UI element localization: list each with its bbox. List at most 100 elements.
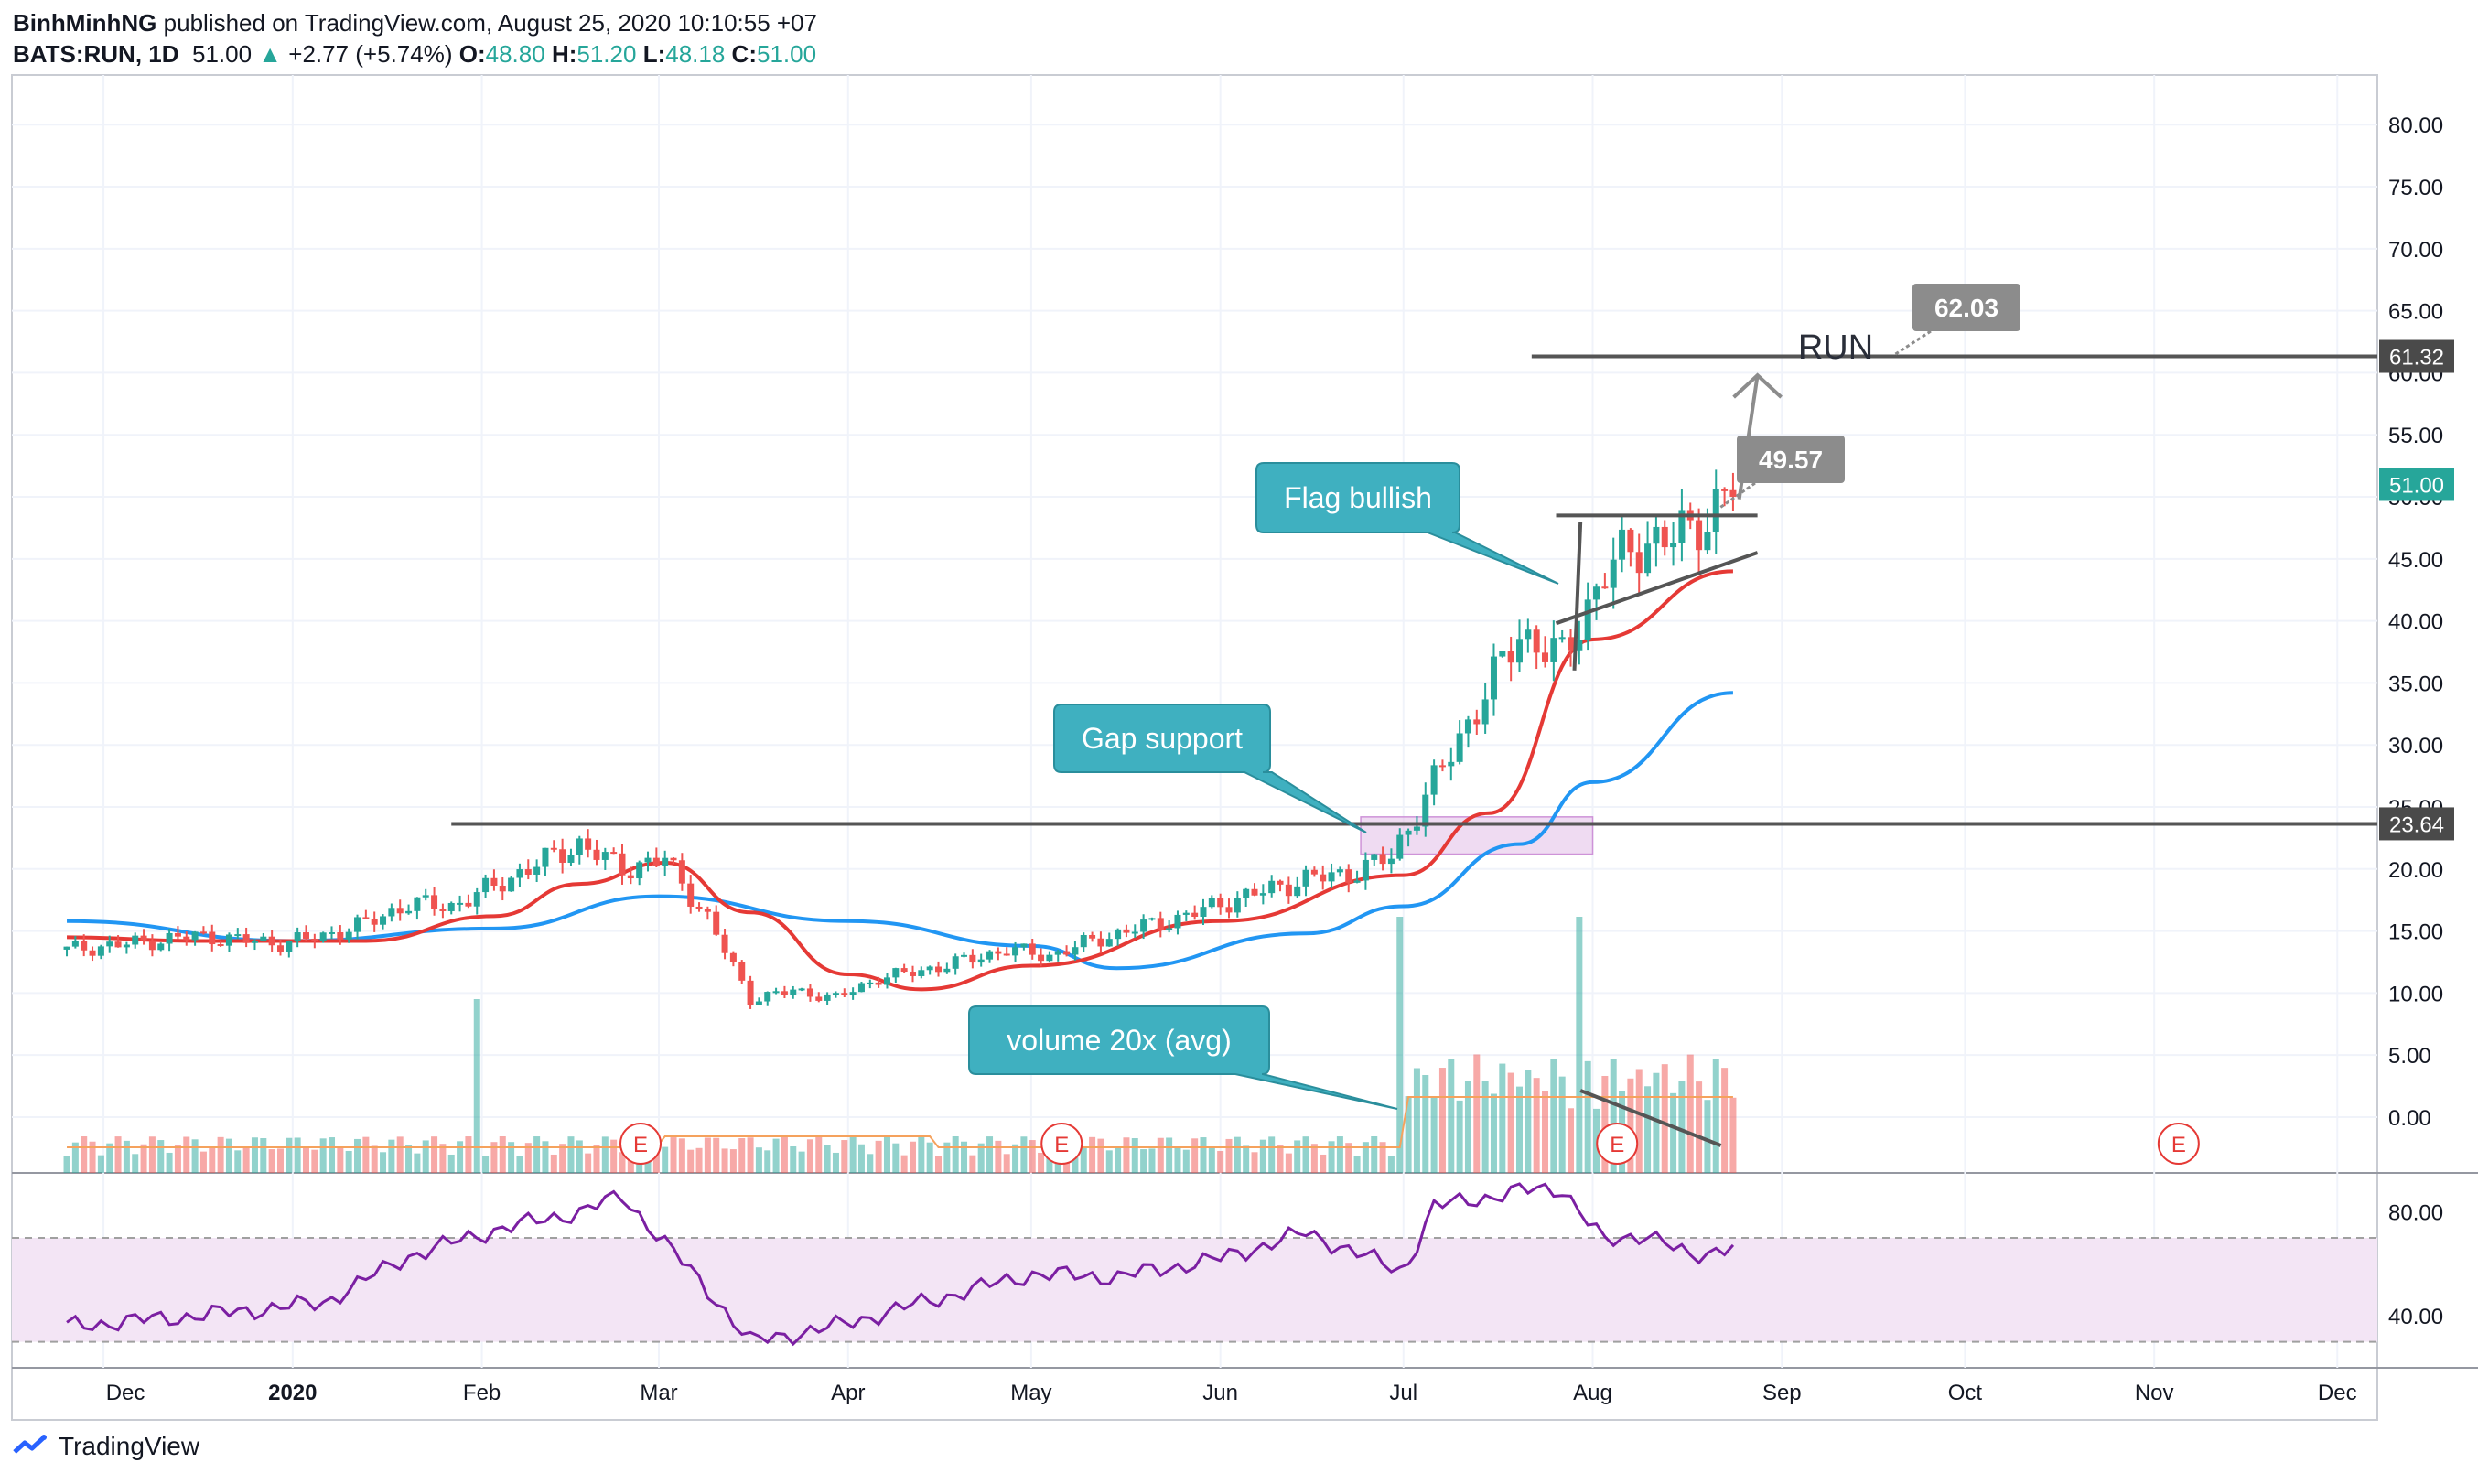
volume-bar: [721, 1148, 728, 1173]
flag-support-line[interactable]: [1555, 551, 1759, 626]
volume-bar: [1499, 1063, 1506, 1173]
candle-body: [1285, 884, 1292, 897]
candle-body: [174, 932, 181, 937]
footer-brand[interactable]: TradingView: [13, 1432, 199, 1461]
volume-bar: [1345, 1143, 1352, 1173]
candle-body: [1515, 639, 1523, 663]
candle-body: [1302, 869, 1309, 887]
candle-body: [652, 857, 660, 866]
volume-bar: [1568, 1108, 1575, 1173]
horizontal-levels[interactable]: [451, 354, 2377, 826]
breakout-price-label[interactable]: 49.57: [1718, 436, 1845, 511]
volume-bar: [345, 1150, 352, 1173]
flag-callout-text: Flag bullish: [1284, 481, 1432, 514]
candle-body: [772, 991, 780, 994]
candle-body: [961, 954, 968, 957]
candle-body: [1259, 893, 1266, 896]
candle-body: [422, 895, 429, 898]
earnings-marker-circle: [2157, 1123, 2200, 1165]
volume-bar: [755, 1147, 762, 1173]
candle-body: [1157, 918, 1164, 930]
volume-bar: [995, 1140, 1002, 1173]
candle-body: [875, 982, 882, 985]
volume-bar: [157, 1140, 165, 1173]
volume-bar: [465, 1136, 472, 1173]
candle-body: [516, 869, 523, 878]
volume-bar: [961, 1141, 968, 1173]
earnings-marker-label: E: [1610, 1133, 1624, 1157]
candle-body: [1627, 529, 1634, 553]
candle-body: [1012, 947, 1019, 956]
volume-bar: [713, 1137, 720, 1173]
volume-bar: [1610, 1059, 1617, 1173]
candle-body: [1533, 629, 1540, 653]
candle-body: [431, 895, 438, 909]
candle-body: [1481, 699, 1489, 725]
flag-callout[interactable]: Flag bullish: [1255, 462, 1559, 585]
volume-bar: [499, 1136, 506, 1173]
volume-bar: [1696, 1081, 1703, 1173]
candle-body: [1525, 629, 1532, 640]
candle-body: [191, 931, 199, 941]
candle-body: [260, 936, 267, 941]
rsi-tick-label: 40.00: [2388, 1305, 2443, 1329]
volume-bar: [662, 1146, 669, 1173]
volume-bar: [1234, 1136, 1241, 1173]
target-price-label[interactable]: 62.03: [1893, 284, 2020, 357]
candle-body: [1430, 765, 1438, 795]
volume-bar: [106, 1143, 113, 1173]
volume-callout-shape: [968, 1005, 1398, 1110]
candle-body: [721, 934, 728, 953]
candle-body: [1003, 953, 1010, 956]
volume-bar: [1473, 1054, 1481, 1173]
candle-body: [593, 849, 600, 860]
volume-bar: [1131, 1138, 1138, 1173]
tradingview-brand-text: TradingView: [59, 1432, 200, 1460]
volume-bar: [439, 1144, 447, 1173]
candle-body: [1422, 794, 1429, 827]
price-tags: 61.32 51.00 23.64: [2379, 339, 2454, 841]
volume-bar: [1302, 1136, 1309, 1173]
candle-body: [1729, 489, 1737, 497]
candle-body: [935, 966, 943, 973]
volume-bar: [1105, 1150, 1113, 1173]
symbol-label[interactable]: BATS:RUN, 1D: [13, 40, 179, 68]
candle-body: [251, 941, 258, 943]
price-tick-label: 35.00: [2388, 672, 2443, 696]
volume-bar: [747, 1137, 754, 1173]
volume-bar: [97, 1155, 104, 1173]
volume-bar: [1507, 1072, 1514, 1173]
volume-bar: [1635, 1069, 1643, 1173]
candle-body: [81, 941, 88, 951]
volume-bar: [405, 1145, 413, 1173]
candle-body: [242, 934, 250, 943]
volume-bar: [1003, 1154, 1010, 1173]
candle-body: [900, 968, 908, 973]
candle-body: [1268, 880, 1276, 894]
volume-bar: [81, 1136, 88, 1173]
candle-body: [1225, 907, 1233, 913]
candle-body: [943, 968, 951, 973]
volume-bar: [550, 1154, 557, 1173]
open-value: 48.80: [485, 40, 545, 68]
price-tick-label: 70.00: [2388, 238, 2443, 263]
volume-bar: [329, 1137, 336, 1173]
gap-callout[interactable]: Gap support: [1053, 704, 1367, 833]
volume-callout[interactable]: volume 20x (avg): [968, 1005, 1398, 1110]
target-price-box: [1912, 284, 2020, 331]
author-name[interactable]: BinhMinhNG: [13, 9, 157, 37]
volume-bar: [431, 1136, 438, 1173]
volume-trend-line[interactable]: [1579, 1089, 1722, 1147]
volume-bar: [857, 1144, 865, 1173]
volume-bar: [815, 1136, 823, 1173]
candle-body: [1243, 888, 1250, 898]
volume-bar: [729, 1149, 737, 1173]
flag-pole-line[interactable]: [1572, 522, 1583, 671]
candle-body: [388, 908, 395, 917]
candle-body: [1371, 854, 1378, 860]
candle-body: [1020, 943, 1028, 948]
candle-body: [883, 977, 890, 985]
price-tick-label: 40.00: [2388, 610, 2443, 635]
